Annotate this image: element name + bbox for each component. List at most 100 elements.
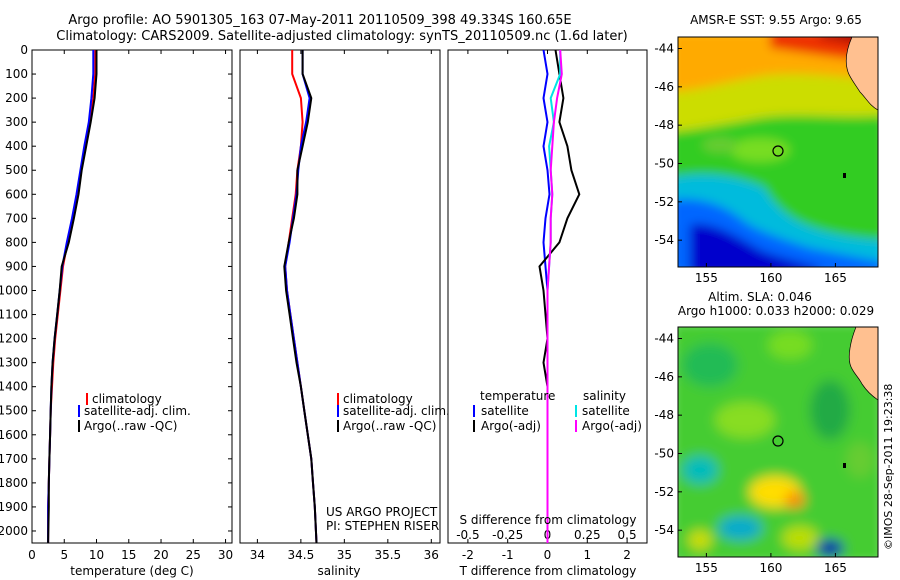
depth-tick-label: 1600: [0, 428, 28, 442]
lon-tick-label: 165: [824, 561, 847, 575]
salinity-x-ticks: 34 34.5 35 35.5 36: [250, 50, 439, 562]
legend-label-t-argo: Argo(-adj): [481, 419, 541, 433]
x-tick-label: 0: [28, 548, 36, 562]
x-tick-label: 35: [337, 548, 352, 562]
legend-title-salinity: salinity: [583, 389, 626, 403]
figure-title-line1: Argo profile: AO 5901305_163 07-May-2011…: [68, 13, 571, 28]
lat-tick-label: -50: [654, 447, 674, 461]
depth-tick-label: 900: [5, 259, 28, 273]
argo-location-marker: [772, 145, 784, 157]
lon-tick-label: 160: [759, 561, 782, 575]
depth-tick-label: 200: [5, 91, 28, 105]
x-tick-label: 10: [89, 548, 104, 562]
legend-label-argo: Argo(..raw -QC): [343, 419, 436, 433]
figure-title-line2: Climatology: CARS2009. Satellite-adjuste…: [56, 29, 628, 44]
sla-field: [678, 327, 878, 557]
legend-label-s-satellite: satellite: [582, 404, 630, 418]
lat-tick-label: -48: [654, 118, 674, 132]
x-tick-label: -1: [502, 548, 514, 562]
lat-tick-label: -48: [654, 408, 674, 422]
x-tick-label: 1: [583, 548, 591, 562]
salinity-axes-box: [239, 49, 441, 544]
depth-tick-label: 100: [5, 67, 28, 81]
sla-map: Altim. SLA: 0.046 Argo h1000: 0.033 h200…: [654, 290, 879, 575]
salinity-panel: 34 34.5 35 35.5 36 salinity climatology sate…: [239, 49, 450, 578]
lat-tick-label: -44: [654, 42, 674, 56]
x-tick-label: 15: [121, 548, 136, 562]
argo-location-marker: [772, 435, 784, 447]
t-difference-xlabel: T difference from climatology: [459, 564, 637, 578]
x-tick-label: 20: [153, 548, 168, 562]
series-line-argo-adj-: [546, 49, 563, 543]
depth-tick-label: 500: [5, 163, 28, 177]
difference-panel: -2 -1 0 1 2-0.5 -0.25 0 0.25 0.5 S difference fr…: [447, 49, 648, 578]
difference-legend: temperature salinity satellite Argo(-adj…: [473, 389, 642, 433]
s-tick-label: 0.25: [574, 528, 601, 542]
legend-label-t-satellite: satellite: [481, 404, 529, 418]
depth-tick-label: 400: [5, 139, 28, 153]
depth-tick-label: 1200: [0, 332, 28, 346]
depth-tick-label: 600: [5, 187, 28, 201]
depth-tick-label: 1000: [0, 283, 28, 297]
depth-tick-label: 800: [5, 235, 28, 249]
lon-tick-label: 160: [759, 271, 782, 285]
lat-tick-label: -50: [654, 157, 674, 171]
lat-tick-label: -46: [654, 370, 674, 384]
lon-tick-label: 165: [824, 271, 847, 285]
x-tick-label: 34.5: [288, 548, 315, 562]
depth-tick-label: 300: [5, 115, 28, 129]
lat-tick-label: -46: [654, 80, 674, 94]
s-tick-label: 0.5: [618, 528, 637, 542]
legend-label-s-argo: Argo(-adj): [582, 419, 642, 433]
sst-map-lon-ticks: 155 160 165: [695, 263, 847, 285]
legend-label-climatology: climatology: [343, 392, 413, 406]
temperature-xlabel: temperature (deg C): [70, 564, 193, 578]
temperature-axes-box: [31, 49, 233, 544]
legend-label-satellite: satellite-adj. clim.: [343, 404, 450, 418]
depth-tick-label: 1900: [0, 500, 28, 514]
legend-label-climatology: climatology: [92, 392, 162, 406]
depth-tick-label: 2000: [0, 524, 28, 538]
temperature-legend: climatology satellite-adj. clim. Argo(..…: [78, 392, 191, 433]
sst-map-lat-ticks: -44 -46 -48 -50 -52 -54: [654, 42, 682, 247]
pi-note: PI: STEPHEN RISER: [326, 519, 439, 533]
sla-map-lat-ticks: -44 -46 -48 -50 -52 -54: [654, 332, 682, 537]
temperature-panel: 0100200300400500600700800900100011001200…: [0, 43, 647, 578]
depth-tick-label: 1500: [0, 404, 28, 418]
salinity-legend: climatology satellite-adj. clim. Argo(..…: [337, 392, 450, 433]
depth-tick-label: 1700: [0, 452, 28, 466]
lat-tick-label: -44: [654, 332, 674, 346]
sla-map-title-line1: Altim. SLA: 0.046: [708, 290, 812, 304]
x-tick-label: 0: [544, 548, 552, 562]
salinity-xlabel: salinity: [317, 564, 360, 578]
lat-tick-label: -54: [654, 523, 674, 537]
lat-tick-label: -52: [654, 195, 674, 209]
sla-map-frame: [677, 326, 879, 558]
lat-tick-label: -54: [654, 233, 674, 247]
lon-tick-label: 155: [695, 561, 718, 575]
sst-field: [678, 37, 878, 267]
sla-map-title-line2: Argo h1000: 0.033 h2000: 0.029: [678, 304, 874, 318]
series-line-argo-raw-qc-: [47, 50, 98, 544]
x-tick-label: -2: [462, 548, 474, 562]
difference-lines: [538, 49, 581, 543]
x-tick-label: 36: [424, 548, 439, 562]
sst-map-frame: [677, 36, 879, 268]
s-tick-label: -0.5: [456, 528, 479, 542]
legend-label-satellite: satellite-adj. clim.: [84, 404, 191, 418]
salinity-lines: [283, 50, 318, 544]
depth-tick-label: 1400: [0, 380, 28, 394]
legend-title-temperature: temperature: [480, 389, 555, 403]
sst-map-title: AMSR-E SST: 9.55 Argo: 9.65: [690, 13, 862, 27]
depth-tick-label: 0: [20, 43, 28, 57]
x-tick-label: 35.5: [374, 548, 401, 562]
imos-watermark: ©IMOS 28-Sep-2011 19:23:38: [882, 383, 895, 550]
x-tick-label: 5: [60, 548, 68, 562]
legend-label-argo: Argo(..raw -QC): [84, 419, 177, 433]
depth-tick-label: 1300: [0, 356, 28, 370]
x-tick-label: 25: [186, 548, 201, 562]
sst-map: AMSR-E SST: 9.55 Argo: 9.65 -44 -46 -48 -50…: [654, 13, 879, 285]
project-note: US ARGO PROJECT: [326, 505, 438, 519]
sla-map-lon-ticks: 155 160 165: [695, 553, 847, 575]
x-tick-label: 30: [218, 548, 233, 562]
